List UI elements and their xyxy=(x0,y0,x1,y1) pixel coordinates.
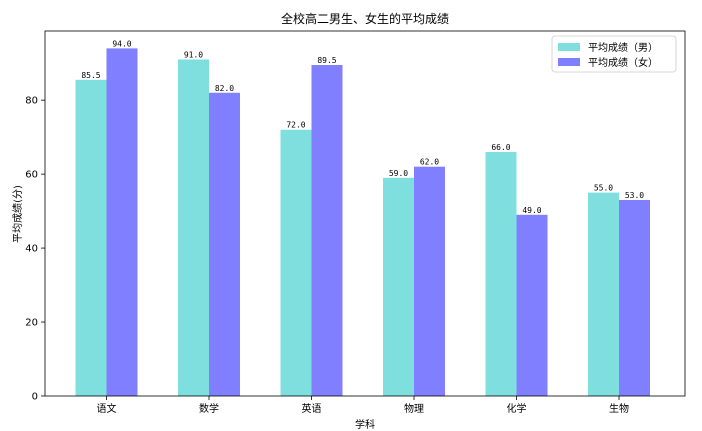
data-label: 49.0 xyxy=(522,206,541,215)
bar-male-0 xyxy=(75,79,107,397)
x-tick-label: 化学 xyxy=(507,402,527,415)
axes-frame xyxy=(44,30,686,397)
chart-title: 全校高二男生、女生的平均成绩 xyxy=(281,11,449,26)
bar-female-3 xyxy=(414,166,445,396)
y-tick-label: 20 xyxy=(25,318,38,329)
x-tick-label: 物理 xyxy=(404,402,424,415)
bar-male-2 xyxy=(280,129,312,397)
x-axis-title: 学科 xyxy=(355,418,375,431)
bar-male-5 xyxy=(588,192,619,396)
y-tick-label: 80 xyxy=(25,96,38,107)
legend: 平均成绩（男） 平均成绩（女） xyxy=(551,35,677,73)
data-label: 59.0 xyxy=(389,169,408,178)
bar-female-4 xyxy=(516,214,548,396)
bar-female-1 xyxy=(209,92,240,397)
data-label: 82.0 xyxy=(215,84,234,93)
bar-female-2 xyxy=(311,65,343,397)
bar-male-3 xyxy=(383,177,414,396)
legend-swatch xyxy=(558,58,580,66)
bar-male-4 xyxy=(485,151,517,396)
data-label: 89.5 xyxy=(317,56,336,65)
x-tick-label: 生物 xyxy=(609,402,629,415)
bar-female-5 xyxy=(619,200,650,396)
data-label: 91.0 xyxy=(184,50,203,59)
data-label: 85.5 xyxy=(81,71,100,80)
y-tick-label: 40 xyxy=(25,244,38,255)
y-tick-label: 0 xyxy=(32,392,38,403)
data-label: 53.0 xyxy=(625,191,644,200)
data-label: 94.0 xyxy=(112,39,131,48)
bar-male-1 xyxy=(178,59,209,396)
data-label: 66.0 xyxy=(491,143,510,152)
x-tick-label: 英语 xyxy=(302,402,322,415)
bar-female-0 xyxy=(106,48,138,396)
legend-label: 平均成绩（女） xyxy=(588,56,658,69)
data-label: 72.0 xyxy=(286,121,305,130)
x-tick-label: 数学 xyxy=(199,402,219,415)
legend-box xyxy=(551,35,677,73)
legend-label: 平均成绩（男） xyxy=(588,41,658,54)
data-label: 62.0 xyxy=(420,158,439,167)
legend-swatch xyxy=(558,43,580,51)
y-axis-title: 平均成绩(分) xyxy=(11,185,24,243)
y-tick-label: 60 xyxy=(25,170,38,181)
plot-area: 85.5 91.0 72.0 59.0 66.0 55.0 94.0 82.0 89.5 62.0… xyxy=(25,30,686,415)
x-tick-label: 语文 xyxy=(97,402,117,415)
data-label: 55.0 xyxy=(594,184,613,193)
